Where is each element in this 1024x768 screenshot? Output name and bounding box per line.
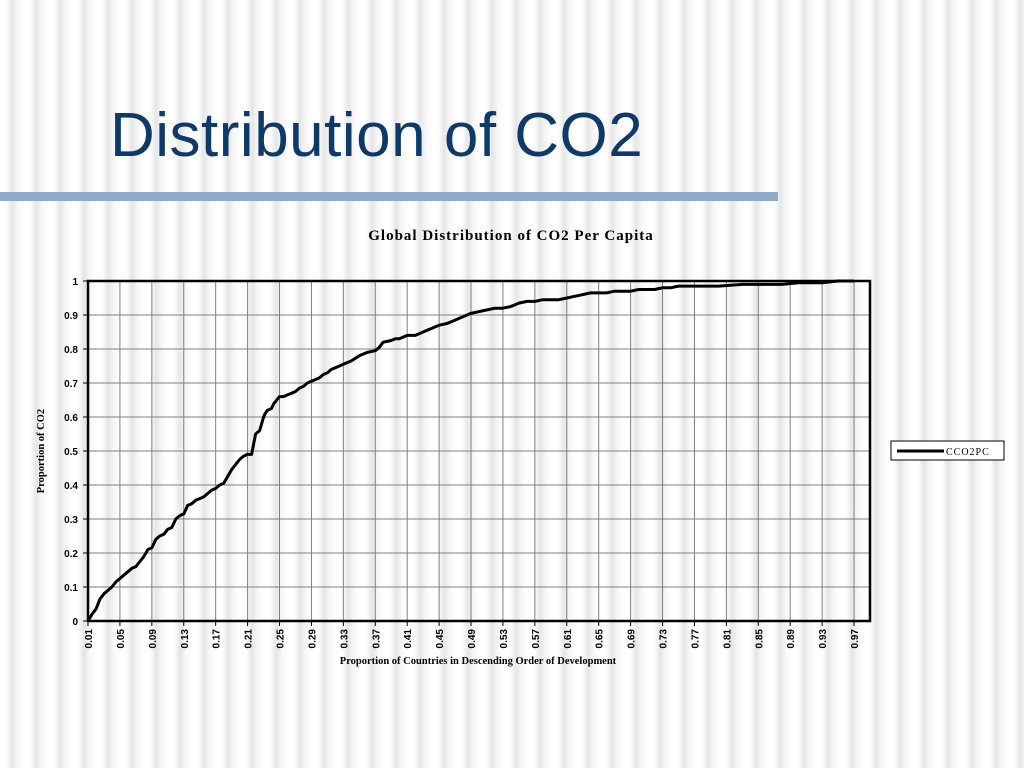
x-axis-label: Proportion of Countries in Descending Or… <box>340 656 617 667</box>
x-tick-label: 0.33 <box>339 629 350 649</box>
y-tick-label: 0.2 <box>64 549 78 560</box>
chart-title: Global Distribution of CO2 Per Capita <box>368 228 653 244</box>
legend-box <box>890 440 1005 461</box>
x-tick-label: 0.65 <box>595 629 606 649</box>
y-tick-label: 0.3 <box>64 515 78 526</box>
x-tick-label: 0.73 <box>659 629 670 649</box>
legend-label-cco2pc: CCO2PC <box>946 447 990 458</box>
legend: CCO2PC <box>890 440 1005 461</box>
y-tick-label: 0.5 <box>64 447 78 458</box>
x-tick-label: 0.01 <box>84 629 95 649</box>
x-tick-label: 0.89 <box>786 629 797 649</box>
x-tick-label: 0.81 <box>722 629 733 649</box>
x-tick-label: 0.85 <box>754 629 765 649</box>
y-axis-ticks: 0 0.1 0.2 0.3 0.4 0.5 0.6 0.7 0.8 0.9 1 <box>64 277 88 628</box>
x-tick-label: 0.53 <box>499 629 510 649</box>
x-tick-label: 0.57 <box>531 629 542 649</box>
y-tick-label: 0 <box>72 617 78 628</box>
x-tick-label: 0.05 <box>116 629 127 649</box>
y-axis-label: Proportion of CO2 <box>36 409 47 493</box>
y-tick-label: 0.9 <box>64 311 78 322</box>
y-tick-label: 0.7 <box>64 379 78 390</box>
y-tick-label: 0.4 <box>64 481 78 492</box>
x-tick-label: 0.77 <box>690 629 701 649</box>
series-line-cco2pc <box>86 279 854 622</box>
x-tick-label: 0.97 <box>850 629 861 649</box>
x-tick-label: 0.69 <box>627 629 638 649</box>
title-rule <box>0 192 778 201</box>
x-tick-label: 0.13 <box>180 629 191 649</box>
y-tick-label: 0.8 <box>64 345 78 356</box>
y-tick-label: 1 <box>72 277 78 288</box>
x-tick-label: 0.49 <box>467 629 478 649</box>
y-tick-label: 0.1 <box>64 583 78 594</box>
x-tick-label: 0.61 <box>563 629 574 649</box>
x-axis-ticks: 0.01 0.05 0.09 0.13 0.17 0.21 0.25 0.29 0.33 0.37… <box>84 621 861 648</box>
slide-title: Distribution of CO2 <box>110 101 644 170</box>
grid-lines <box>88 281 870 621</box>
x-tick-label: 0.17 <box>212 629 223 649</box>
y-tick-label: 0.6 <box>64 413 78 424</box>
x-tick-label: 0.37 <box>371 629 382 649</box>
x-tick-label: 0.21 <box>244 629 255 649</box>
x-tick-label: 0.41 <box>403 629 414 649</box>
x-tick-label: 0.09 <box>148 629 159 649</box>
x-tick-label: 0.29 <box>307 629 318 649</box>
x-tick-label: 0.25 <box>276 629 287 649</box>
x-tick-label: 0.93 <box>818 629 829 649</box>
x-tick-label: 0.45 <box>435 629 446 649</box>
